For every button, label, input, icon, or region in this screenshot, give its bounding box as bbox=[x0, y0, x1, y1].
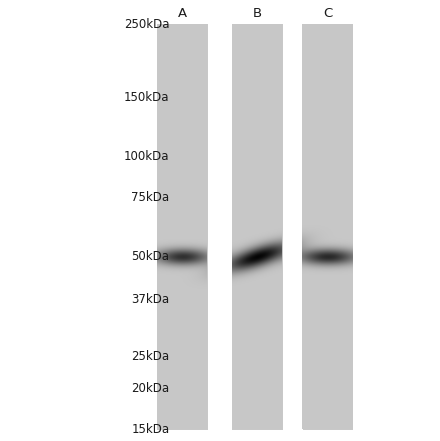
Text: 20kDa: 20kDa bbox=[131, 382, 169, 395]
Text: 50kDa: 50kDa bbox=[132, 250, 169, 263]
Text: 25kDa: 25kDa bbox=[131, 350, 169, 363]
Text: 100kDa: 100kDa bbox=[124, 150, 169, 163]
Text: A: A bbox=[178, 7, 187, 20]
Text: 15kDa: 15kDa bbox=[131, 423, 169, 437]
Bar bbox=[232, 24, 282, 430]
Text: B: B bbox=[253, 7, 262, 20]
Text: 37kDa: 37kDa bbox=[131, 293, 169, 306]
Text: 150kDa: 150kDa bbox=[124, 91, 169, 105]
Text: 75kDa: 75kDa bbox=[131, 191, 169, 204]
Text: C: C bbox=[323, 7, 333, 20]
Text: 250kDa: 250kDa bbox=[124, 18, 169, 31]
Bar bbox=[157, 24, 208, 430]
Bar bbox=[303, 24, 353, 430]
